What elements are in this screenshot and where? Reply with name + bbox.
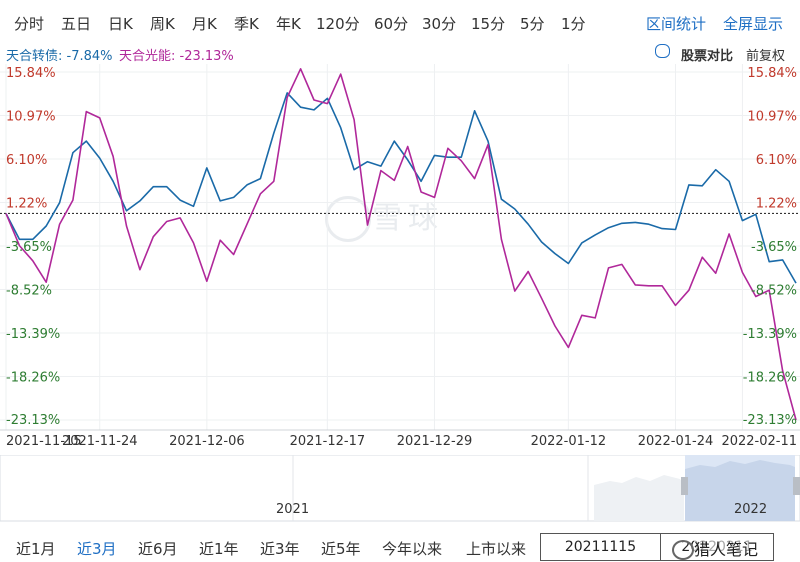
tab-5min[interactable]: 5分 <box>520 15 545 33</box>
y-tick-label-left: 1.22% <box>6 197 47 212</box>
navigator-year-left: 2021 <box>276 502 309 517</box>
x-tick-label: 2021-11-24 <box>62 434 138 449</box>
adjust-select[interactable]: 前复权 <box>746 49 786 64</box>
y-tick-label-left: -18.26% <box>6 371 60 386</box>
watermark-text: 雪球 <box>372 201 444 236</box>
range-1m[interactable]: 近1月 <box>16 540 56 558</box>
y-tick-label-right: 6.10% <box>756 153 797 168</box>
x-tick-label: 2022-01-24 <box>638 434 714 449</box>
y-tick-label-left: 10.97% <box>6 109 56 124</box>
wechat-icon <box>672 540 694 560</box>
tab-fenshi[interactable]: 分时 <box>14 15 45 33</box>
tab-year-k[interactable]: 年K <box>276 15 301 33</box>
y-tick-label-right: -23.13% <box>743 413 797 428</box>
series-line-1 <box>5 92 797 284</box>
interval-stats-link[interactable]: 区间统计 <box>646 15 707 33</box>
y-tick-label-right: -3.65% <box>751 240 797 255</box>
y-tick-label-left: -23.13% <box>6 413 60 428</box>
legend-series-2-label: 天合光能: -23.13% <box>119 49 234 64</box>
range-5y[interactable]: 近5年 <box>321 540 361 558</box>
tab-season-k[interactable]: 季K <box>234 15 259 33</box>
start-date-input[interactable]: 20211115 <box>540 533 661 561</box>
chart-series <box>5 68 797 421</box>
range-6m[interactable]: 近6月 <box>138 540 178 558</box>
y-axis-right: 15.84% 10.97% 6.10% 1.22% -3.65% -8.52% -13.39… <box>743 66 797 428</box>
compare-toggle-icon[interactable] <box>655 44 670 58</box>
tab-week-k[interactable]: 周K <box>150 15 175 33</box>
tab-month-k[interactable]: 月K <box>192 15 217 33</box>
y-tick-label-left: 15.84% <box>6 66 56 81</box>
chart-grid <box>0 64 800 431</box>
y-tick-label-right: 15.84% <box>747 66 797 81</box>
tab-1min[interactable]: 1分 <box>561 15 586 33</box>
y-tick-label-left: -3.65% <box>6 240 52 255</box>
tab-30min[interactable]: 30分 <box>422 15 457 33</box>
y-tick-label-left: 6.10% <box>6 153 47 168</box>
legend-series-1-label: 天合转债: -7.84% <box>6 49 113 64</box>
line-chart: 15.84% 10.97% 6.10% 1.22% -3.65% -8.52% -13.39… <box>0 64 800 449</box>
tab-60min[interactable]: 60分 <box>374 15 409 33</box>
x-tick-label: 2021-12-17 <box>290 434 366 449</box>
range-3y[interactable]: 近3年 <box>260 540 300 558</box>
tab-day-k[interactable]: 日K <box>108 15 133 33</box>
legend-series-2: 天合光能: -23.13% <box>119 45 234 64</box>
y-tick-label-left: -8.52% <box>6 284 52 299</box>
x-tick-label: 2021-11-15 <box>6 434 82 449</box>
series-line-2 <box>5 68 797 421</box>
x-tick-label: 2021-12-29 <box>397 434 473 449</box>
y-tick-label-left: -13.39% <box>6 327 60 342</box>
tab-120min[interactable]: 120分 <box>316 15 360 33</box>
legend-series-1: 天合转债: -7.84% <box>6 45 113 64</box>
range-3m[interactable]: 近3月 <box>77 540 117 558</box>
navigator-handle-right[interactable] <box>793 477 800 495</box>
x-tick-label: 2022-01-12 <box>531 434 607 449</box>
y-tick-label-right: -13.39% <box>743 327 797 342</box>
navigator-year-right: 2022 <box>734 502 767 517</box>
y-tick-label-right: 1.22% <box>756 197 797 212</box>
time-navigator[interactable]: 2021 2022 <box>0 455 800 523</box>
y-tick-label-right: -8.52% <box>751 284 797 299</box>
y-axis-left: 15.84% 10.97% 6.10% 1.22% -3.65% -8.52% -13.39… <box>6 66 60 428</box>
range-1y[interactable]: 近1年 <box>199 540 239 558</box>
fullscreen-link[interactable]: 全屏显示 <box>723 15 784 33</box>
y-tick-label-right: -18.26% <box>743 371 797 386</box>
range-ytd[interactable]: 今年以来 <box>382 540 443 558</box>
x-tick-label: 2022-02-11 <box>721 434 797 449</box>
navigator-handle-left[interactable] <box>681 477 688 495</box>
range-since-listing[interactable]: 上市以来 <box>466 540 527 558</box>
stock-compare-button[interactable]: 股票对比 <box>681 49 734 64</box>
tab-15min[interactable]: 15分 <box>471 15 506 33</box>
footer-brand: 猎人笔记 <box>694 536 759 560</box>
tab-wuri[interactable]: 五日 <box>61 15 92 33</box>
x-tick-label: 2021-12-06 <box>169 434 245 449</box>
y-tick-label-right: 10.97% <box>747 109 797 124</box>
